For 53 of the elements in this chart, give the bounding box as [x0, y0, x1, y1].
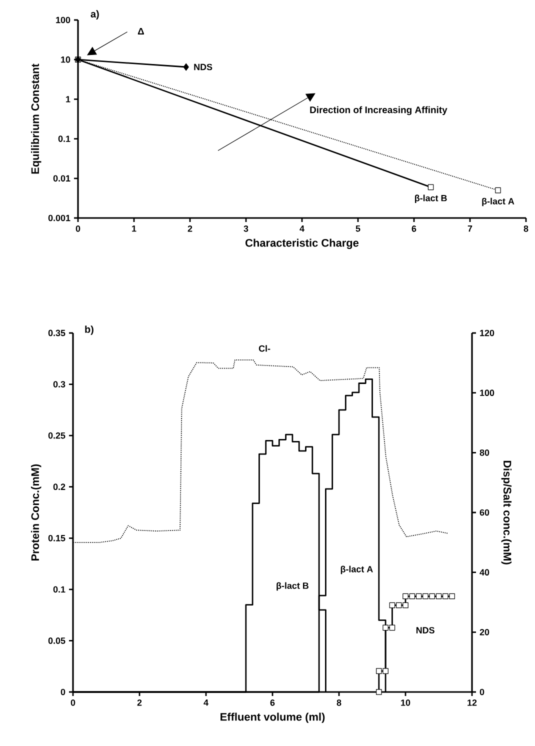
y-tick-label: 0.35 — [48, 330, 66, 336]
y-axis-title: Equilibrium Constant — [31, 64, 42, 174]
x-tick-label: 8 — [524, 225, 528, 232]
x-tick-label: 3 — [244, 225, 248, 232]
y-tick-label: 0.1 — [58, 136, 70, 142]
y-tick-label: 0.001 — [48, 214, 70, 222]
x-tick-label: 7 — [468, 225, 472, 232]
x-tick-label: 1 — [132, 225, 136, 232]
series-label: β-lact B — [276, 582, 308, 591]
series-label: Cl- — [258, 345, 270, 352]
x-tick-label: 0 — [76, 225, 80, 232]
x-tick-label: 4 — [300, 225, 304, 232]
x-tick-label: 4 — [204, 700, 208, 706]
x-tick-label: 8 — [336, 700, 342, 706]
x-tick-label: 6 — [412, 225, 416, 232]
y-tick-label: 0 — [60, 688, 66, 696]
y2-tick-label: 20 — [480, 628, 490, 636]
x-axis-title: Characteristic Charge — [246, 238, 359, 249]
x-tick-label: 0 — [70, 700, 76, 706]
y-tick-label: 0.1 — [53, 586, 66, 593]
y2-tick-label: 120 — [480, 330, 494, 336]
series-label: β-lact A — [482, 198, 514, 206]
y-tick-label: 0.3 — [53, 381, 66, 388]
chart-title: a) — [90, 10, 99, 20]
series-label: NDS — [194, 64, 212, 70]
x-tick-label: 6 — [270, 700, 275, 706]
series-label: β-lact B — [414, 194, 447, 204]
x-tick-label: 2 — [188, 225, 192, 232]
y2-tick-label: 80 — [480, 449, 490, 456]
y2-tick-label: 100 — [480, 390, 494, 396]
y-axis-title: Protein Conc.(mM) — [30, 464, 42, 560]
y-tick-label: 0.2 — [53, 484, 66, 490]
y-tick-label: 0.25 — [48, 432, 66, 439]
y2-tick-label: 60 — [480, 509, 490, 516]
series-label: β-lact A — [340, 566, 373, 574]
x-tick-label: 2 — [137, 700, 142, 706]
x-tick-label: 5 — [356, 225, 360, 232]
annotation: Direction of Increasing Affinity — [310, 106, 448, 116]
text: NDS — [416, 627, 434, 634]
y-tick-label: 100 — [56, 16, 70, 24]
y-tick-label: 0.15 — [48, 534, 66, 542]
annotation: Δ — [138, 28, 144, 35]
y-tick-label: 0.01 — [53, 175, 70, 182]
y2-axis-title: Disp/Salt conc.(mM) — [501, 460, 512, 564]
x-tick-label: 10 — [401, 700, 410, 706]
y-tick-label: 0.05 — [48, 638, 66, 644]
x-axis-title: Effluent volume (ml) — [220, 712, 325, 723]
chart-title: b) — [85, 326, 94, 335]
y-tick-label: 10 — [61, 56, 70, 63]
y2-tick-label: 0 — [480, 688, 484, 696]
y-tick-label: 1 — [66, 96, 70, 102]
y2-tick-label: 40 — [480, 569, 490, 576]
x-tick-label: 12 — [468, 700, 477, 706]
